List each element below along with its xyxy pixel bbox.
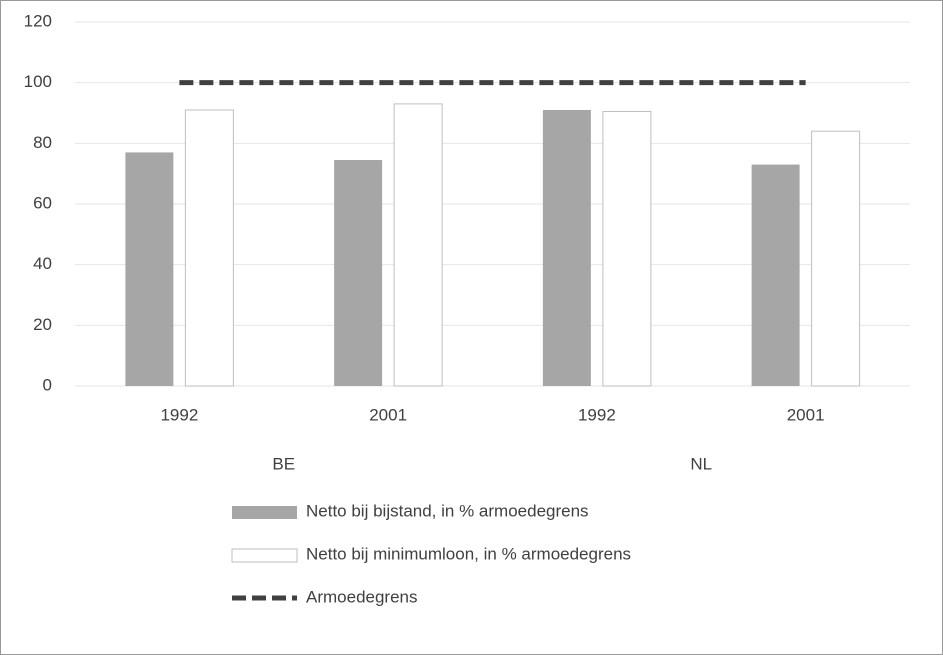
x-tick-label: 2001 bbox=[787, 405, 825, 424]
legend-label: Netto bij minimumloon, in % armoedegrens bbox=[306, 544, 631, 563]
bar bbox=[542, 109, 591, 386]
x-tick-label: 1992 bbox=[160, 405, 198, 424]
bar bbox=[811, 130, 861, 387]
x-tick-label: 1992 bbox=[578, 405, 616, 424]
legend-label: Armoedegrens bbox=[306, 587, 418, 606]
bar bbox=[393, 103, 443, 387]
x-tick-label: 2001 bbox=[369, 405, 407, 424]
bar bbox=[602, 110, 652, 387]
bar bbox=[125, 152, 174, 386]
group-label: NL bbox=[690, 454, 712, 473]
bar bbox=[334, 160, 383, 386]
y-tick-label: 60 bbox=[33, 193, 52, 212]
bar bbox=[751, 164, 800, 386]
y-tick-label: 100 bbox=[24, 72, 52, 91]
group-label: BE bbox=[272, 454, 295, 473]
y-tick-label: 80 bbox=[33, 133, 52, 152]
y-tick-label: 120 bbox=[24, 11, 52, 30]
y-tick-label: 20 bbox=[33, 315, 52, 334]
legend-swatch bbox=[232, 506, 297, 519]
y-tick-label: 40 bbox=[33, 254, 52, 273]
legend-swatch bbox=[231, 548, 298, 563]
y-tick-label: 0 bbox=[43, 375, 52, 394]
legend-label: Netto bij bijstand, in % armoedegrens bbox=[306, 501, 589, 520]
bar bbox=[184, 109, 234, 387]
